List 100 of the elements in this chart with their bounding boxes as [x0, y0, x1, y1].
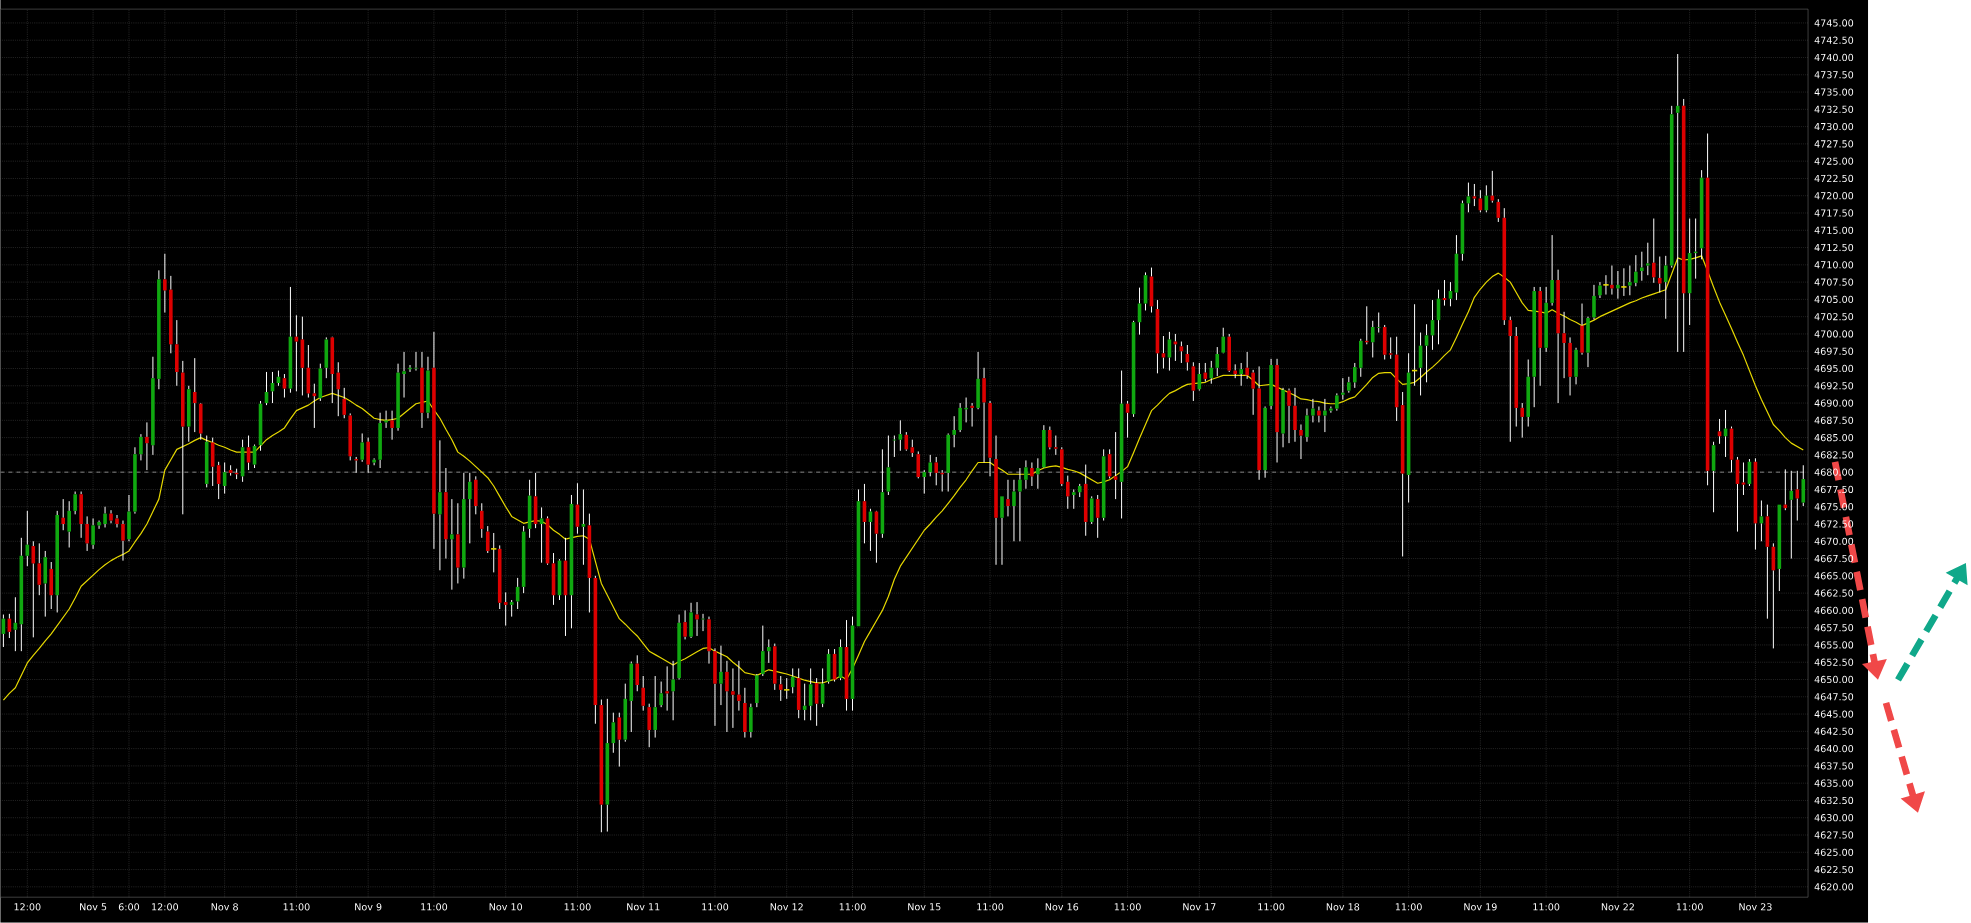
candlestick — [539, 507, 544, 564]
y-tick-label: 4740.00 — [1814, 53, 1854, 62]
y-tick-label: 4690.00 — [1814, 399, 1854, 407]
y-tick-label: 4642.50 — [1814, 727, 1854, 736]
y-tick-label: 4665.00 — [1814, 572, 1854, 580]
x-tick-label: 11:00 — [564, 903, 591, 911]
candlestick — [952, 415, 956, 448]
candlestick — [1610, 265, 1614, 296]
candlestick — [228, 464, 233, 477]
y-tick-label: 4647.50 — [1814, 693, 1854, 701]
candlestick — [545, 515, 550, 564]
candlestick — [1335, 392, 1339, 412]
candlestick — [1508, 316, 1513, 443]
candlestick — [737, 660, 741, 712]
y-tick-label: 4717.50 — [1814, 209, 1854, 217]
y-tick-label: 4712.50 — [1814, 244, 1854, 252]
y-tick-label: 4725.00 — [1814, 157, 1854, 165]
y-tick-label: 4662.50 — [1814, 589, 1854, 597]
candlestick — [1747, 458, 1752, 487]
y-tick-label: 4655.00 — [1814, 641, 1854, 649]
y-tick-label: 4745.00 — [1814, 19, 1854, 27]
x-tick-label: Nov 8 — [211, 903, 238, 911]
x-tick-label: 11:00 — [839, 903, 866, 911]
candlestick — [581, 489, 586, 566]
candlestick — [1233, 363, 1237, 379]
y-tick-label: 4730.00 — [1814, 123, 1854, 131]
candlestick — [922, 469, 927, 495]
y-tick-label: 4620.00 — [1814, 883, 1854, 891]
y-tick-label: 4650.00 — [1814, 675, 1854, 684]
x-tick-label: 11:00 — [1533, 903, 1560, 911]
y-tick-label: 4735.00 — [1814, 88, 1854, 96]
candlestick — [450, 498, 454, 591]
x-tick-label: Nov 5 — [80, 903, 107, 911]
candlestick — [898, 419, 903, 452]
candlestick — [1646, 242, 1650, 276]
candlestick — [1101, 448, 1106, 522]
candlestick — [1382, 324, 1387, 361]
x-tick-label: 11:00 — [702, 903, 729, 911]
x-tick-label: 11:00 — [1395, 903, 1422, 911]
x-tick-label: Nov 15 — [908, 903, 941, 911]
x-tick-label: 12:00 — [14, 903, 41, 911]
y-tick-label: 4687.50 — [1814, 416, 1854, 425]
y-tick-label: 4722.50 — [1814, 174, 1854, 183]
candlestick — [1113, 431, 1118, 500]
y-tick-label: 4727.50 — [1814, 140, 1854, 148]
candlestick — [384, 410, 388, 429]
x-tick-label: 12:00 — [152, 903, 179, 911]
candlestick — [1060, 446, 1064, 487]
x-tick-label: 6:00 — [118, 903, 140, 911]
candlestick — [1657, 256, 1662, 294]
candlestick — [731, 668, 735, 729]
y-tick-label: 4707.50 — [1814, 278, 1854, 286]
candlestick — [1107, 448, 1112, 479]
candlestick — [133, 446, 137, 515]
y-tick-label: 4710.00 — [1814, 261, 1854, 269]
y-tick-label: 4732.50 — [1814, 105, 1854, 114]
candlestick — [1071, 489, 1076, 510]
candlestick — [1562, 311, 1566, 379]
candlestick — [204, 435, 209, 488]
candlestick — [856, 489, 861, 627]
x-tick-label: 11:00 — [977, 903, 1004, 911]
x-tick-label: Nov 18 — [1326, 903, 1360, 911]
y-tick-label: 4695.00 — [1814, 364, 1854, 373]
candlestick — [1054, 435, 1058, 456]
candlestick — [1460, 200, 1465, 262]
candlestick — [258, 400, 263, 452]
y-tick-label: 4635.00 — [1814, 779, 1854, 787]
candlestick — [593, 575, 598, 725]
y-tick-label: 4627.50 — [1814, 831, 1854, 839]
candlestick — [509, 599, 514, 618]
candlestick — [1341, 377, 1345, 401]
y-tick-label: 4645.00 — [1814, 710, 1854, 718]
candlestick — [1263, 406, 1267, 479]
candlestick — [910, 439, 915, 458]
candlestick — [826, 648, 831, 685]
candlestick — [503, 592, 508, 627]
y-tick-label: 4715.00 — [1814, 226, 1854, 234]
x-tick-label: Nov 22 — [1601, 903, 1634, 911]
x-tick-label: Nov 10 — [489, 903, 523, 911]
candlestick — [1388, 336, 1393, 360]
y-tick-label: 4700.00 — [1814, 330, 1854, 338]
candlestick — [778, 675, 783, 702]
y-tick-label: 4697.50 — [1814, 347, 1854, 355]
candlestick — [1640, 251, 1644, 282]
candlestick — [1628, 265, 1632, 296]
y-tick-label: 4720.00 — [1814, 192, 1854, 200]
x-tick-label: Nov 19 — [1464, 903, 1497, 911]
y-tick-label: 4625.00 — [1814, 848, 1854, 856]
x-tick-label: 11:00 — [421, 903, 448, 911]
candlestick — [916, 451, 921, 478]
candlestick — [557, 560, 562, 601]
x-tick-label: 11:00 — [1258, 903, 1285, 911]
y-tick-label: 4670.00 — [1814, 537, 1854, 545]
x-tick-label: Nov 23 — [1739, 903, 1772, 911]
x-tick-label: 11:00 — [1114, 903, 1141, 911]
y-tick-label: 4652.50 — [1814, 658, 1854, 666]
y-tick-label: 4657.50 — [1814, 624, 1854, 632]
x-tick-label: 11:00 — [283, 903, 310, 911]
x-tick-label: Nov 9 — [355, 903, 382, 911]
candlestick — [497, 545, 502, 610]
